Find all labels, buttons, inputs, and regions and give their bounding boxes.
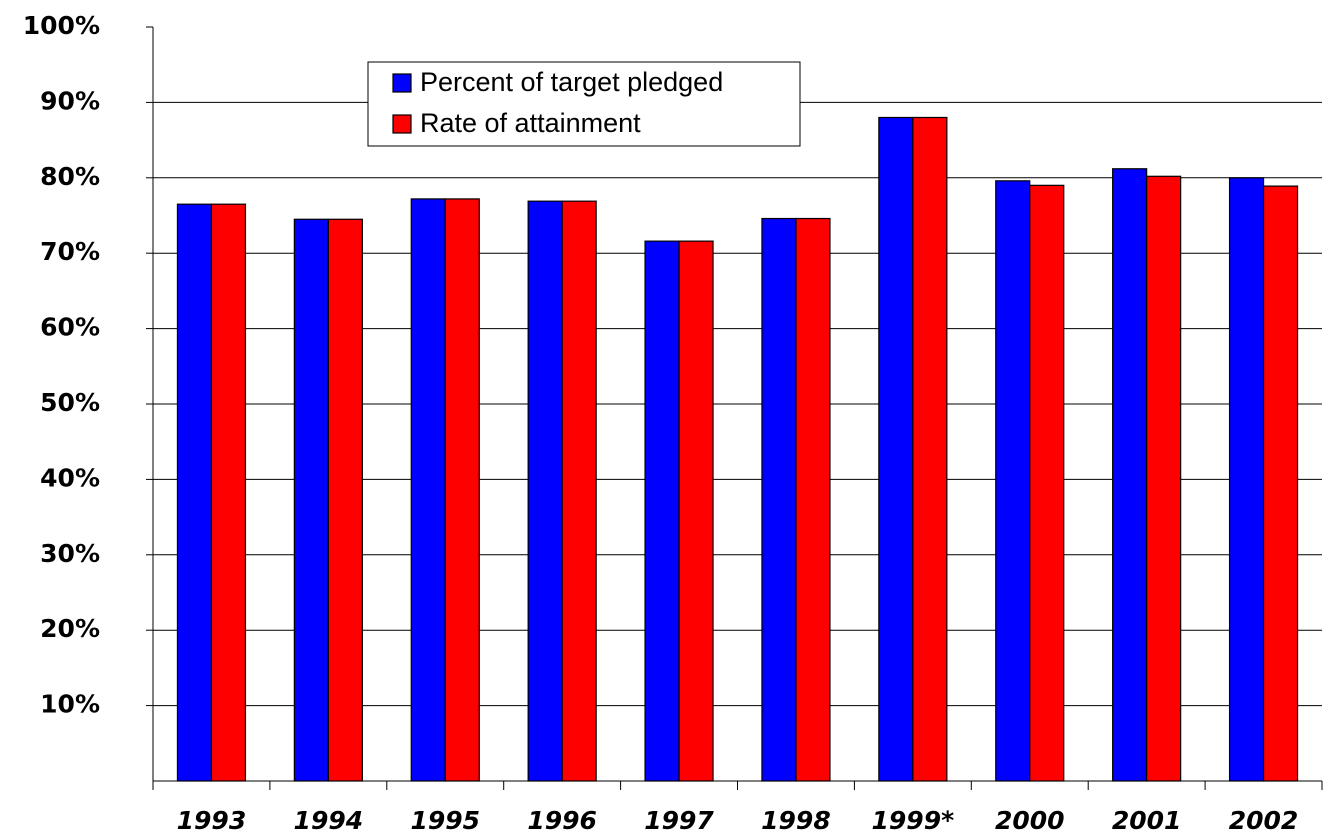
bar <box>561 200 597 782</box>
legend-swatch <box>392 73 412 93</box>
bar <box>444 198 480 782</box>
x-tick-label: 2000 <box>995 806 1065 835</box>
legend-label: Rate of attainment <box>420 108 641 138</box>
y-tick-label: 90% <box>40 86 100 115</box>
bar <box>678 240 714 782</box>
bar <box>210 203 247 782</box>
bar <box>1262 185 1299 782</box>
bar <box>644 240 680 782</box>
bar <box>176 203 213 782</box>
y-tick-label: 50% <box>40 388 100 417</box>
bar <box>1029 184 1065 782</box>
x-tick-label: 2001 <box>1112 806 1182 835</box>
x-tick-label: 1999* <box>872 806 955 835</box>
y-tick-label: 20% <box>40 614 100 643</box>
x-tick-label: 1995 <box>410 806 480 835</box>
x-tick-label: 1998 <box>761 806 831 835</box>
x-tick-label: 1996 <box>527 806 597 835</box>
bar <box>912 116 948 782</box>
legend-box <box>367 61 801 147</box>
y-tick-label: 100% <box>23 11 100 40</box>
x-tick-label: 1993 <box>177 806 247 835</box>
bar <box>1112 168 1148 782</box>
bar <box>1228 177 1265 782</box>
y-tick-label: 80% <box>40 162 100 191</box>
bar <box>293 218 329 782</box>
x-tick-label: 2002 <box>1229 806 1299 835</box>
legend-swatch <box>392 114 412 134</box>
bar <box>410 198 446 782</box>
legend-label: Percent of target pledged <box>420 67 723 97</box>
bar <box>527 200 563 782</box>
y-tick-label: 70% <box>40 237 100 266</box>
bar <box>878 116 914 782</box>
y-tick-label: 60% <box>40 313 100 342</box>
x-tick-label: 1997 <box>644 806 714 835</box>
y-tick-label: 40% <box>40 463 100 492</box>
y-tick-label: 30% <box>40 539 100 568</box>
bar <box>761 217 797 782</box>
y-tick-label: 10% <box>40 690 100 719</box>
bar <box>327 218 363 782</box>
bar <box>795 217 831 782</box>
bar <box>995 180 1031 782</box>
x-tick-label: 1994 <box>294 806 364 835</box>
bar <box>1146 175 1182 782</box>
